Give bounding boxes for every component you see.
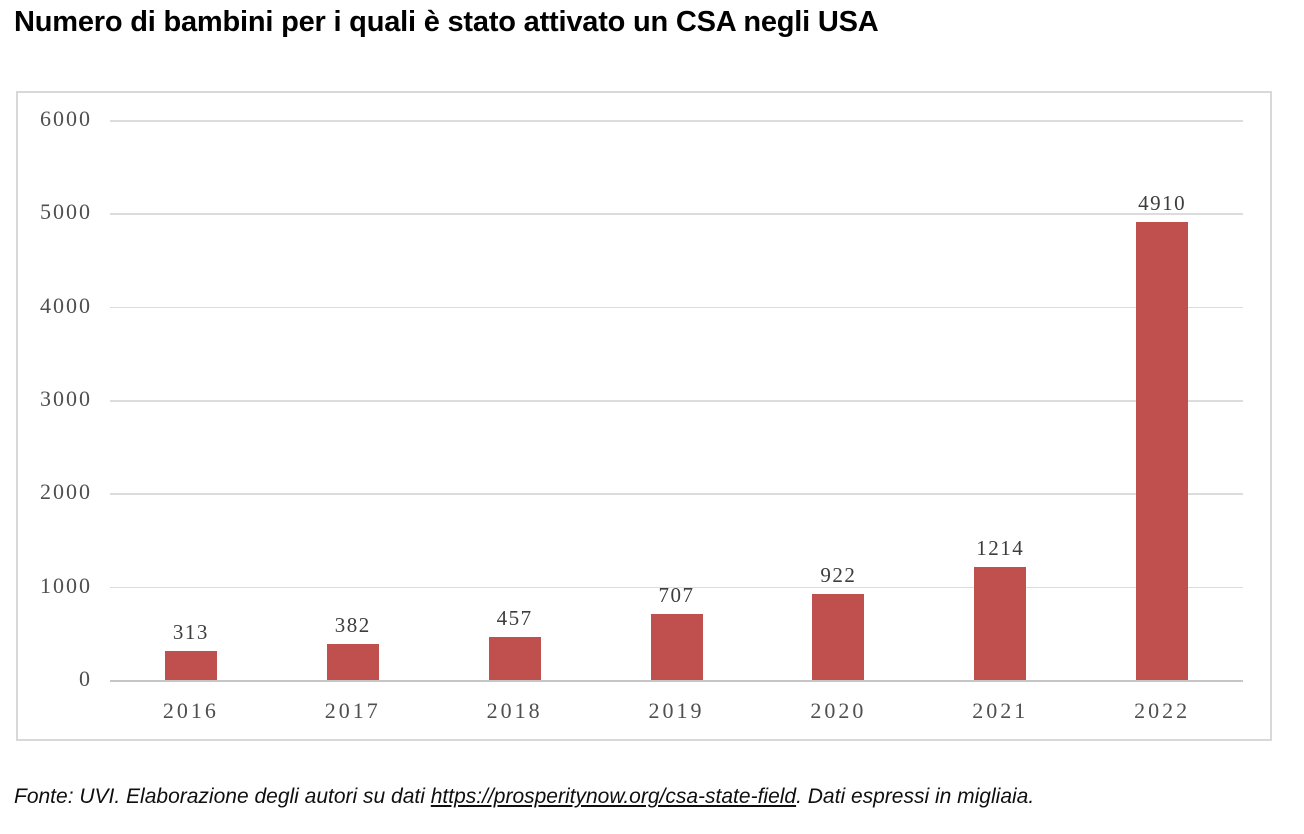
plot-area: 6000 5000 4000 3000 2000 1000 0 313 2016… [40,106,1243,723]
y-tick-label: 1000 [40,572,92,598]
y-tick-label: 6000 [40,106,92,131]
bar-group-2019: 707 2019 [596,120,758,723]
bar-value-label: 382 [334,613,371,638]
x-axis-label: 2021 [972,698,1029,723]
gridline-3000 [110,400,1243,402]
bar [164,650,217,680]
x-axis-label: 2017 [324,698,381,723]
bar [812,593,865,680]
gridline-1000 [110,586,1243,589]
bar-group-2021: 1214 2021 [919,120,1081,723]
x-axis-label: 2020 [810,698,867,723]
x-axis-label: 2022 [1134,698,1191,723]
bar-value-label: 707 [658,583,695,608]
y-tick-label: 4000 [40,292,92,318]
bar [974,566,1027,680]
bar-value-label: 457 [496,606,533,631]
bar-value-label: 1214 [976,535,1025,560]
bar-group-2016: 313 2016 [110,120,272,723]
x-axis-label: 2019 [648,698,705,723]
source-link[interactable]: https://prosperitynow.org/csa-state-fiel… [430,785,797,808]
gridline-5000 [110,213,1243,215]
bar-value-label: 313 [172,619,209,644]
gridline-6000 [110,120,1243,122]
y-tick-label: 2000 [40,479,92,505]
x-axis-label: 2018 [486,698,543,723]
y-tick-label: 0 [79,666,92,691]
chart-title: Numero di bambini per i quali è stato at… [14,6,879,38]
bar-group-2018: 457 2018 [434,120,596,723]
y-tick-label: 3000 [40,386,92,411]
y-tick-label: 5000 [40,199,92,225]
bars-container: 313 2016 382 2017 457 2018 707 2 [110,120,1243,723]
bar [488,637,541,680]
bar-group-2022: 4910 2022 [1081,120,1243,723]
source-note-prefix: Fonte: UVI. Elaborazione degli autori su… [14,785,431,808]
bar-group-2020: 922 2020 [757,120,919,723]
source-note-suffix: . Dati espressi in migliaia. [796,785,1035,808]
bar-group-2017: 382 2017 [272,120,434,723]
chart-panel: 6000 5000 4000 3000 2000 1000 0 313 2016… [16,91,1272,741]
source-note: Fonte: UVI. Elaborazione degli autori su… [14,785,1034,809]
gridline-4000 [110,306,1243,309]
bar [650,614,703,680]
bar [326,644,379,680]
x-axis-label: 2016 [162,698,219,723]
gridline-2000 [110,493,1243,495]
bar-value-label: 4910 [1138,190,1187,215]
bar-value-label: 922 [820,562,857,587]
bar [1136,221,1189,680]
